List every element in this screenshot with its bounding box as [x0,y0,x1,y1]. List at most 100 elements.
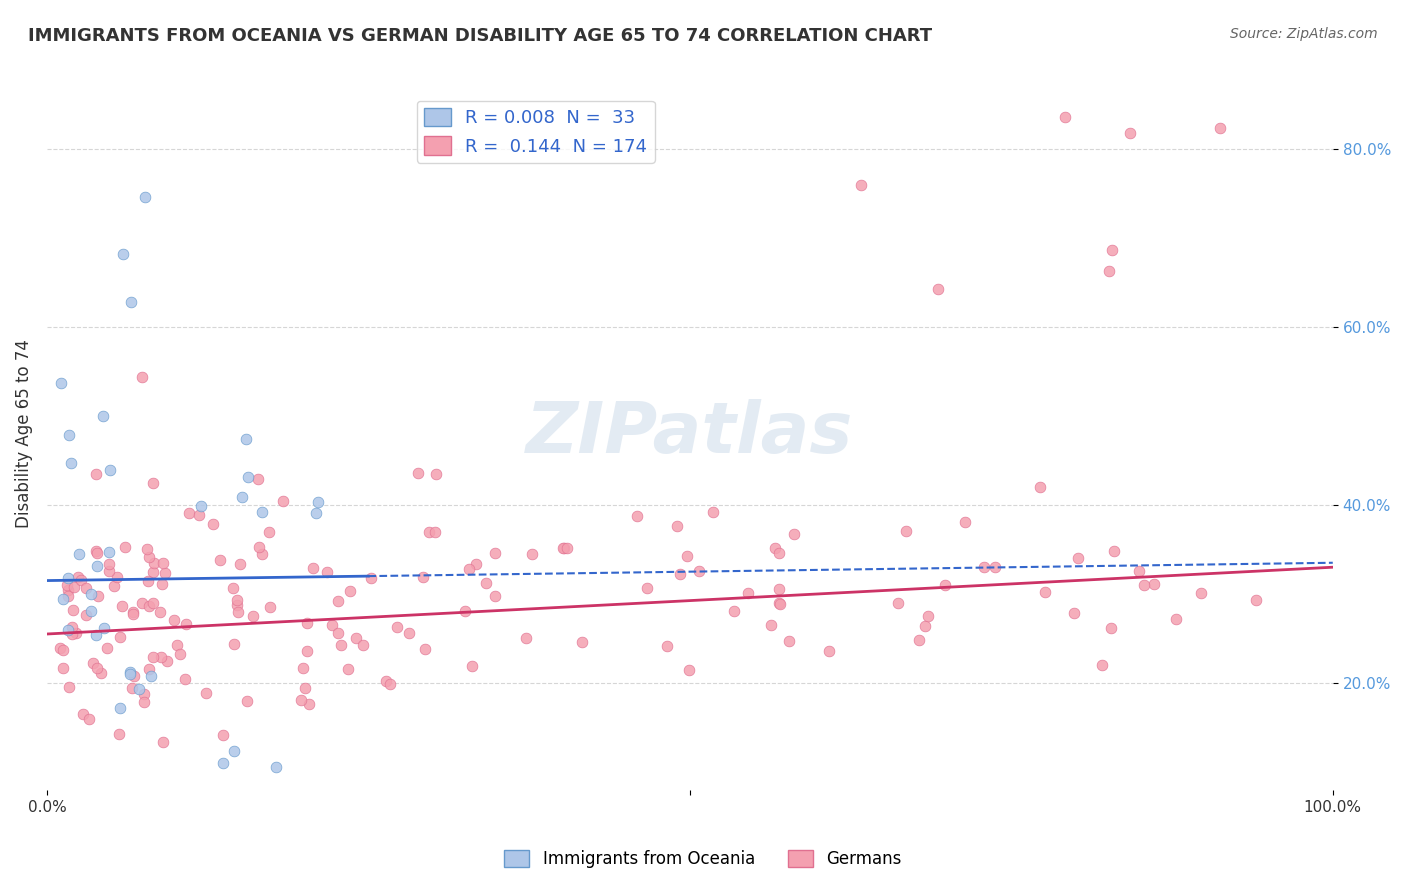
Point [190,499,212,513]
Legend: R = 0.008  N =  33, R =  0.144  N = 174: R = 0.008 N = 33, R = 0.144 N = 174 [416,101,655,163]
Point [1104,543,1126,558]
Point [121,681,143,696]
Point [655,639,678,653]
Point [266,760,288,774]
Point [187,508,209,523]
Point [131,596,153,610]
Point [62,603,84,617]
Point [571,634,593,648]
Point [759,618,782,632]
Point [307,495,329,509]
Point [1166,611,1188,625]
Point [75,581,97,595]
Point [235,432,257,446]
Y-axis label: Disability Age 65 to 74: Disability Age 65 to 74 [15,339,32,528]
Point [142,565,165,579]
Point [927,282,949,296]
Point [423,525,446,540]
Point [177,506,200,520]
Point [1091,657,1114,672]
Point [259,600,281,615]
Point [914,619,936,633]
Point [934,577,956,591]
Point [415,642,437,657]
Point [60,627,83,641]
Point [49,376,72,391]
Point [52,643,75,657]
Point [139,669,162,683]
Point [226,598,249,612]
Point [908,633,931,648]
Point [676,549,699,563]
Point [1098,264,1121,278]
Point [174,672,197,686]
Point [252,548,274,562]
Point [412,570,434,584]
Point [87,589,110,603]
Point [111,246,134,260]
Point [1143,576,1166,591]
Point [91,409,114,424]
Point [702,505,724,519]
Point [626,509,648,524]
Point [1101,243,1123,257]
Point [58,428,80,442]
Point [111,599,134,613]
Point [887,596,910,610]
Point [247,541,270,555]
Point [1119,127,1142,141]
Point [134,190,156,204]
Point [82,657,104,671]
Point [152,576,174,591]
Point [114,540,136,554]
Point [90,666,112,681]
Point [65,626,87,640]
Point [149,605,172,619]
Point [425,467,447,481]
Point [97,545,120,559]
Point [224,744,246,758]
Point [143,556,166,570]
Point [242,608,264,623]
Point [122,668,145,682]
Point [515,631,537,645]
Text: Source: ZipAtlas.com: Source: ZipAtlas.com [1230,27,1378,41]
Point [211,756,233,770]
Point [1029,480,1052,494]
Point [56,570,79,584]
Point [86,559,108,574]
Point [67,570,90,584]
Point [294,681,316,695]
Point [86,546,108,560]
Point [96,640,118,655]
Point [246,472,269,486]
Point [1246,592,1268,607]
Point [295,643,318,657]
Point [49,640,72,655]
Point [398,626,420,640]
Point [380,676,402,690]
Point [1189,586,1212,600]
Point [917,608,939,623]
Point [553,541,575,555]
Point [134,687,156,701]
Point [1128,564,1150,578]
Point [665,519,688,533]
Point [1099,621,1122,635]
Point [1033,585,1056,599]
Point [142,596,165,610]
Point [768,596,790,610]
Point [79,587,101,601]
Point [669,567,692,582]
Point [138,599,160,613]
Point [678,663,700,677]
Point [118,666,141,681]
Point [849,178,872,192]
Point [201,516,224,531]
Point [337,662,360,676]
Text: IMMIGRANTS FROM OCEANIA VS GERMAN DISABILITY AGE 65 TO 74 CORRELATION CHART: IMMIGRANTS FROM OCEANIA VS GERMAN DISABI… [28,27,932,45]
Point [406,466,429,480]
Point [79,604,101,618]
Point [474,576,496,591]
Point [454,604,477,618]
